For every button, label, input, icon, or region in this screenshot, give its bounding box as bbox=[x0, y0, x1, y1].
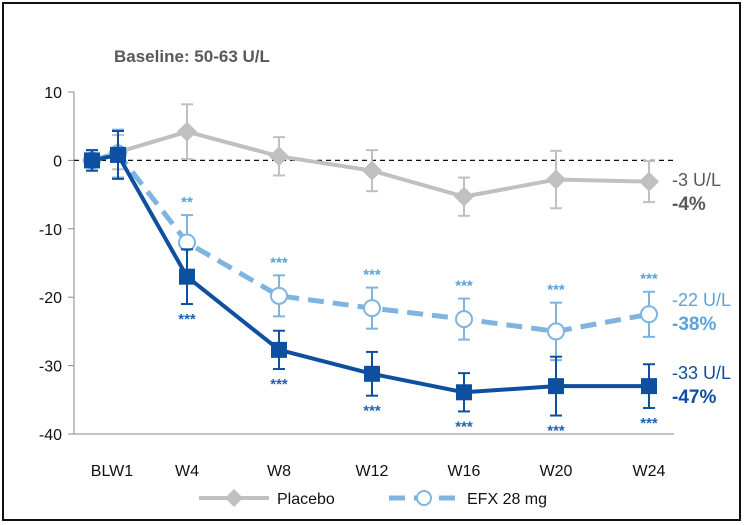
legend-marker bbox=[416, 490, 432, 506]
significance-label: *** bbox=[178, 311, 196, 328]
end-label: -33 U/L bbox=[672, 363, 731, 383]
end-label: -3 U/L bbox=[672, 170, 721, 190]
data-point bbox=[269, 146, 289, 167]
significance-label: *** bbox=[363, 403, 381, 420]
legend-marker bbox=[225, 489, 243, 507]
significance-label: *** bbox=[270, 254, 288, 271]
data-point bbox=[110, 146, 126, 163]
significance-label: *** bbox=[547, 423, 565, 440]
significance-label: *** bbox=[547, 282, 565, 299]
x-tick-label: W12 bbox=[356, 463, 389, 480]
legend-label: Placebo bbox=[277, 491, 335, 508]
x-tick-label: BLW1 bbox=[91, 463, 133, 480]
y-tick-label: -20 bbox=[39, 290, 62, 307]
x-tick-label: W4 bbox=[175, 463, 199, 480]
x-tick-label: W8 bbox=[267, 463, 291, 480]
data-point bbox=[363, 299, 381, 318]
data-point bbox=[362, 160, 382, 181]
data-point bbox=[178, 233, 196, 252]
significance-label: ** bbox=[181, 194, 193, 211]
data-point bbox=[454, 186, 474, 207]
significance-label: *** bbox=[363, 267, 381, 284]
y-tick-label: -30 bbox=[39, 359, 62, 376]
series-line bbox=[91, 151, 650, 334]
legend-item: EFX 28 mg bbox=[389, 490, 547, 508]
legend-item: Placebo bbox=[199, 489, 335, 508]
significance-label: *** bbox=[270, 376, 288, 393]
legend-label: EFX 28 mg bbox=[467, 491, 547, 508]
data-point bbox=[641, 378, 657, 395]
end-label: -47% bbox=[672, 387, 716, 408]
x-tick-label: W24 bbox=[633, 463, 666, 480]
data-point bbox=[271, 341, 287, 358]
data-point bbox=[639, 171, 659, 192]
end-label: -22 U/L bbox=[672, 290, 731, 310]
data-point bbox=[177, 121, 197, 142]
y-tick-label: 10 bbox=[44, 85, 62, 102]
chart-title: Baseline: 50-63 U/L bbox=[114, 47, 270, 66]
data-point bbox=[547, 322, 565, 341]
x-tick-label: W20 bbox=[540, 463, 573, 480]
x-tick-label: W16 bbox=[448, 463, 481, 480]
series-2 bbox=[84, 129, 657, 417]
series-line bbox=[91, 129, 650, 199]
data-point bbox=[546, 169, 566, 190]
data-point bbox=[364, 365, 380, 382]
line-chart: Baseline: 50-63 U/L 10 0 -10 -20 -30 -40 BLW1 W… bbox=[39, 47, 731, 508]
data-point bbox=[270, 286, 288, 305]
data-point bbox=[548, 378, 564, 395]
significance-label: *** bbox=[640, 415, 658, 432]
series-line bbox=[91, 152, 649, 395]
significance-label: *** bbox=[640, 271, 658, 288]
y-tick-label: -10 bbox=[39, 222, 62, 239]
y-tick-label: -40 bbox=[39, 427, 62, 444]
significance-label: *** bbox=[455, 278, 473, 295]
data-point bbox=[84, 152, 100, 169]
significance-label: *** bbox=[455, 418, 473, 435]
data-point bbox=[179, 268, 195, 285]
end-label: -4% bbox=[672, 194, 706, 215]
data-point bbox=[455, 310, 473, 329]
data-point bbox=[456, 384, 472, 401]
end-label: -38% bbox=[672, 314, 716, 335]
data-point bbox=[640, 305, 658, 324]
y-tick-label: 0 bbox=[53, 153, 62, 170]
